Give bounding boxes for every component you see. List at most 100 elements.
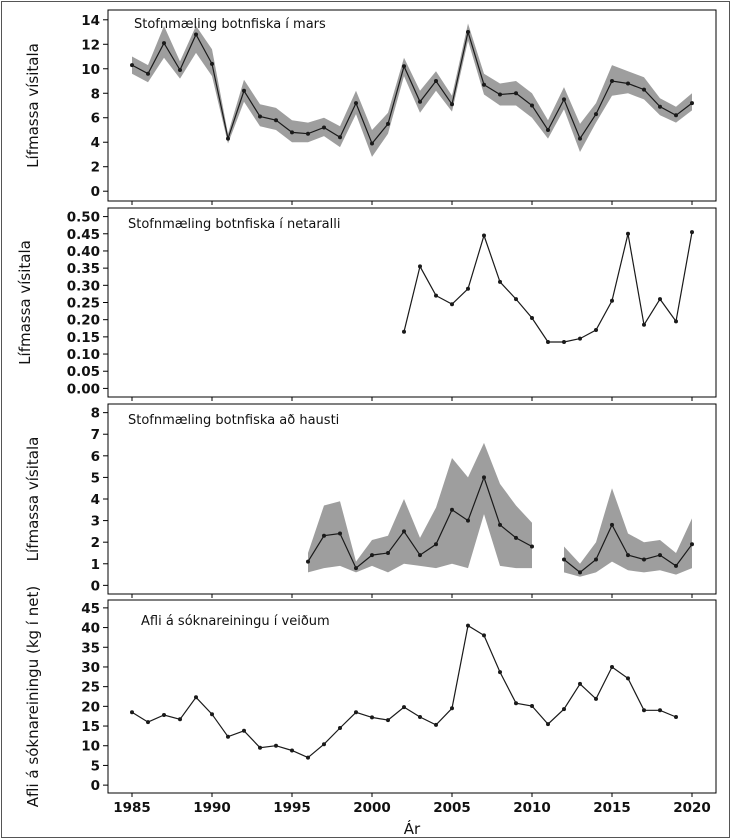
data-point <box>370 141 374 146</box>
data-point <box>626 81 630 86</box>
y-tick-label: 6 <box>91 449 100 465</box>
data-point <box>178 68 182 72</box>
data-point <box>578 336 582 341</box>
y-tick-label: 8 <box>91 86 100 102</box>
data-point <box>674 715 678 719</box>
y-tick-label: 6 <box>91 111 100 127</box>
data-point <box>258 745 262 750</box>
confidence-band <box>308 442 532 573</box>
data-point <box>146 71 150 76</box>
y-tick-label: 2 <box>91 535 100 551</box>
data-point <box>658 553 662 558</box>
data-point <box>338 531 342 536</box>
data-point <box>306 131 310 136</box>
data-point <box>498 92 502 97</box>
data-point <box>450 706 454 711</box>
data-point <box>578 681 582 686</box>
panel-title: Afli á sóknareiningu í veiðum <box>141 614 330 629</box>
y-tick-label: 0 <box>91 184 100 200</box>
data-point <box>530 544 534 549</box>
y-axis-label: Afli á sóknareiningu (kg í net) <box>24 586 42 807</box>
data-point <box>194 695 198 700</box>
data-point <box>578 136 582 141</box>
y-tick-label: 25 <box>81 680 100 696</box>
y-tick-label: 0.35 <box>67 261 100 277</box>
data-point <box>322 742 326 747</box>
data-point <box>626 231 630 236</box>
data-point <box>530 704 534 708</box>
y-tick-label: 10 <box>81 62 100 78</box>
y-tick-label: 30 <box>81 660 100 676</box>
data-point <box>418 264 422 269</box>
y-tick-label: 5 <box>91 470 100 486</box>
y-tick-label: 12 <box>81 37 100 53</box>
panel-frame <box>107 207 717 398</box>
data-point <box>482 633 486 638</box>
data-point <box>626 553 630 558</box>
x-tick-label: 2015 <box>593 800 631 816</box>
y-tick-label: 5 <box>91 758 100 774</box>
data-point <box>514 535 518 540</box>
data-point <box>354 101 358 106</box>
panel-4: 0 5 10 15 20 25 30 35 40 45 Afli á sóknareiningu í… <box>24 586 717 807</box>
panel-title: Stofnmæling botnfiska að hausti <box>128 413 339 428</box>
data-point <box>306 755 310 760</box>
data-point <box>434 79 438 83</box>
panel-title: Stofnmæling botnfiska í mars <box>134 17 326 32</box>
series-line <box>131 29 693 145</box>
x-tick-label: 2010 <box>513 800 551 816</box>
data-point <box>258 114 262 119</box>
data-point <box>210 712 214 717</box>
x-tick-label: 1990 <box>193 800 231 816</box>
x-tick-label: 2000 <box>353 800 391 816</box>
data-point <box>242 88 246 93</box>
data-point <box>482 233 486 238</box>
data-point <box>594 112 598 117</box>
data-point <box>130 63 134 68</box>
panel-1: 0 2 4 6 8 10 12 14 Stofnmæling botnfiska í mars L… <box>24 9 717 205</box>
data-point <box>434 542 438 547</box>
data-point <box>514 91 518 96</box>
data-point <box>658 708 662 713</box>
data-point <box>290 130 294 135</box>
data-point <box>690 101 694 106</box>
data-point <box>226 734 230 739</box>
x-tick-label: 2020 <box>673 800 711 816</box>
data-point <box>226 136 230 141</box>
data-point <box>466 623 470 628</box>
y-tick-label: 40 <box>81 621 100 637</box>
data-point <box>594 328 598 332</box>
data-point <box>610 522 614 527</box>
data-point <box>402 705 406 710</box>
data-point <box>642 322 646 327</box>
y-tick-label: 0.40 <box>67 244 100 260</box>
data-point <box>466 286 470 291</box>
data-point <box>402 329 406 334</box>
data-point <box>354 710 358 715</box>
y-tick-label: 0.20 <box>67 313 100 329</box>
data-point <box>674 563 678 568</box>
data-point <box>146 720 150 725</box>
y-tick-label: 0.25 <box>67 296 100 312</box>
data-point <box>450 302 454 307</box>
data-point <box>610 79 614 83</box>
data-point <box>674 113 678 118</box>
data-point <box>322 125 326 130</box>
panel-frame <box>107 9 717 202</box>
y-tick-label: 3 <box>91 514 100 530</box>
data-point <box>370 553 374 558</box>
y-tick-label: 0.30 <box>67 278 100 294</box>
y-tick-label: 1 <box>91 557 100 573</box>
data-point <box>498 279 502 284</box>
panel-title: Stofnmæling botnfiska í netaralli <box>128 217 341 232</box>
y-axis-label: Lífmassa vísitala <box>24 43 42 168</box>
data-point <box>450 102 454 107</box>
data-point <box>162 41 166 46</box>
y-tick-label: 7 <box>91 427 100 443</box>
data-point <box>322 533 326 538</box>
data-point <box>498 670 502 675</box>
data-point <box>418 553 422 558</box>
data-point <box>642 708 646 713</box>
